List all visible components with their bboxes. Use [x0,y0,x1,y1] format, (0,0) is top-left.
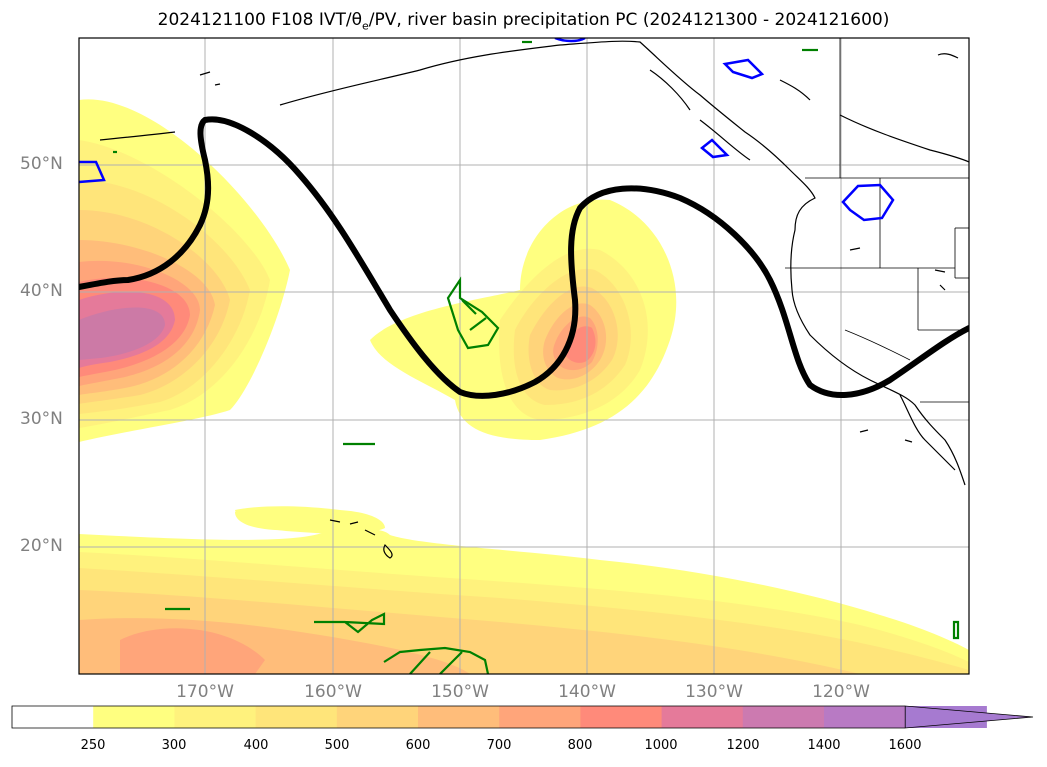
colorbar-segment [12,706,94,728]
lat-label-20: 20°N [20,536,63,556]
colorbar-label-1000: 1000 [644,738,678,753]
colorbar-segment [661,706,744,728]
lon-label-120w: 120°W [812,682,870,702]
map-title: 2024121100 F108 IVT/θe/PV, river basin p… [157,10,890,33]
lon-label-160w: 160°W [304,682,362,702]
colorbar-label-1400: 1400 [807,738,841,753]
lat-label-50: 50°N [20,154,63,174]
colorbar-segment [499,706,581,728]
colorbar-label-400: 400 [243,738,269,753]
colorbar-label-250: 250 [80,738,106,753]
lat-label-30: 30°N [20,409,63,429]
colorbar-outline [11,705,906,729]
colorbar-extend-arrow [904,705,1034,729]
colorbar-label-500: 500 [324,738,350,753]
graticule [79,38,969,674]
colorbar-label-1600: 1600 [888,738,922,753]
ivt-theta-e-contour [79,116,969,399]
lon-label-170w: 170°W [176,682,234,702]
map-frame [78,37,970,675]
river-basin-pc-contours [113,40,960,674]
colorbar-segment [824,706,906,728]
borders [785,38,969,403]
colorbar-label-700: 700 [486,738,512,753]
lon-label-130w: 130°W [685,682,743,702]
colorbar-segment [580,706,663,728]
pv-contours [79,38,895,222]
colorbar [11,705,1034,729]
lat-label-40: 40°N [20,281,63,301]
colorbar-segment [742,706,825,728]
colorbar-segment [336,706,419,728]
colorbar-label-300: 300 [161,738,187,753]
ivt-band-south [79,506,969,674]
colorbar-segment [255,706,338,728]
colorbar-label-800: 800 [567,738,593,753]
colorbar-segment [93,706,175,728]
colorbar-segment [418,706,500,728]
lon-label-140w: 140°W [558,682,616,702]
colorbar-segment [174,706,257,728]
coastlines [99,40,969,559]
colorbar-label-1200: 1200 [726,738,760,753]
lon-label-150w: 150°W [431,682,489,702]
colorbar-label-600: 600 [405,738,431,753]
